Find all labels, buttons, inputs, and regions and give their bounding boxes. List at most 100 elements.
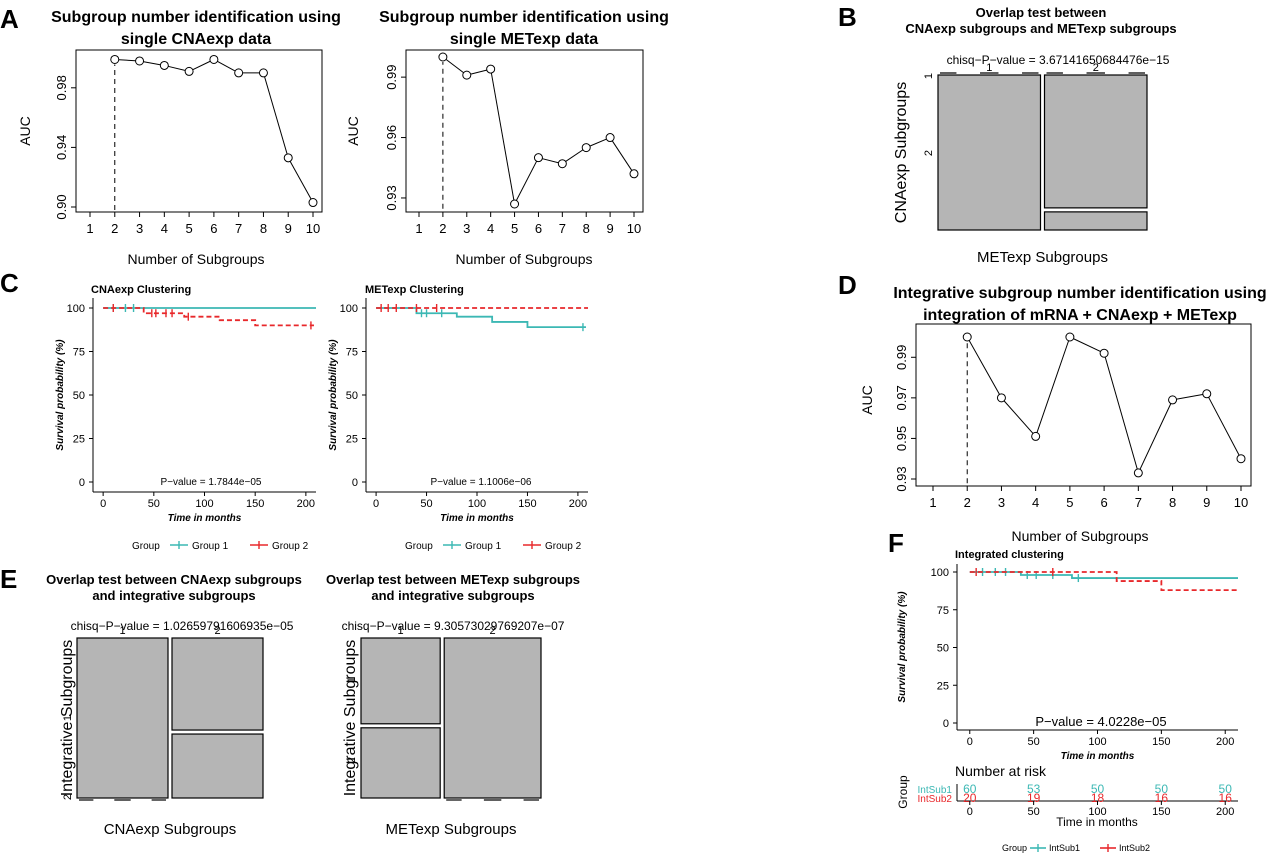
x-tick-label: 8: [583, 221, 590, 236]
panel-label-a: A: [0, 4, 19, 34]
legend-item: IntSub1: [1049, 843, 1080, 853]
auc-line-segment: [442, 56, 468, 76]
survival-curve-2: [103, 307, 314, 327]
legend-item: Group 1: [192, 541, 229, 552]
data-point: [1133, 468, 1143, 478]
plot-frame: [915, 323, 1252, 487]
chart-title: Subgroup number identification using: [379, 9, 669, 26]
y-axis-label: Integrative Subgroups: [342, 640, 359, 797]
column-label: 2: [490, 625, 496, 637]
data-point: [283, 153, 293, 163]
data-point: [605, 133, 615, 143]
x-tick-label: 0: [100, 498, 106, 510]
plot-frame: [75, 49, 323, 213]
x-tick-label: 10: [1234, 495, 1248, 510]
y-tick-label: 100: [67, 303, 85, 315]
y-tick-label: 0: [943, 718, 949, 730]
x-tick-label: 100: [1088, 736, 1106, 748]
data-point: [1168, 395, 1178, 405]
row-label: 1: [346, 677, 358, 683]
chart-title: and integrative subgroups: [92, 588, 255, 603]
x-tick-label: 1: [929, 495, 936, 510]
x-axis-label: Number of Subgroups: [1012, 528, 1149, 544]
chart-title: Overlap test between METexp subgroups: [326, 572, 580, 587]
x-tick-label: 4: [487, 221, 494, 236]
chart-title: Integrated clustering: [955, 549, 1064, 561]
survival-curve-1: [969, 571, 1238, 579]
data-point: [209, 54, 219, 64]
mosaic-tile: [937, 74, 1042, 231]
chart-title: Integrative subgroup number identificati…: [893, 285, 1266, 302]
x-tick-label: 200: [569, 498, 587, 510]
mosaic-tile: [171, 733, 264, 799]
chart-title: CNAexp subgroups and METexp subgroups: [905, 21, 1176, 36]
x-tick-label: 5: [185, 221, 192, 236]
risk-count: 50: [1091, 782, 1105, 796]
x-tick-label: 9: [285, 221, 292, 236]
x-tick-label: 3: [998, 495, 1005, 510]
x-tick-label: 7: [559, 221, 566, 236]
chart-title: single CNAexp data: [121, 31, 271, 48]
p-value-text: P−value = 4.0228e−05: [1035, 714, 1166, 729]
x-tick-label: 2: [964, 495, 971, 510]
x-tick-label: 1: [415, 221, 422, 236]
y-axis-label: AUC: [345, 116, 361, 146]
data-point: [1065, 332, 1075, 342]
chart-title: single METexp data: [450, 31, 598, 48]
legend-item: Group 2: [272, 541, 309, 552]
y-axis-label: Survival probability (%): [897, 591, 908, 703]
x-tick-label: 150: [1152, 736, 1170, 748]
x-axis-label: METexp Subgroups: [977, 249, 1108, 266]
x-axis-label: METexp Subgroups: [386, 821, 517, 838]
risk-table-row-label: IntSub2: [918, 794, 953, 805]
panel-label-e: E: [0, 564, 17, 594]
column-label: 1: [119, 625, 125, 637]
chart-title: Overlap test between: [976, 5, 1107, 20]
chisq-p-value: chisq−P−value = 1.02659791606935e−05: [71, 619, 294, 633]
data-point: [308, 198, 318, 208]
x-tick-label: 4: [161, 221, 168, 236]
auc-line-segment: [609, 137, 635, 175]
y-tick-label: 0.94: [54, 135, 69, 160]
x-tick-label: 0: [373, 498, 379, 510]
risk-count: 60: [963, 782, 977, 796]
y-tick-label: 0.99: [894, 345, 909, 370]
data-point: [135, 56, 145, 66]
y-axis-label: Survival probability (%): [55, 339, 66, 451]
risk-x-tick-label: 100: [1088, 806, 1106, 818]
legend-item: Group 2: [545, 541, 582, 552]
x-axis-label: CNAexp Subgroups: [104, 821, 237, 838]
risk-count: 19: [1027, 791, 1041, 805]
risk-count: 16: [1155, 791, 1169, 805]
y-tick-label: 25: [937, 680, 949, 692]
y-axis-label: AUC: [17, 116, 33, 146]
x-axis-label: Number of Subgroups: [128, 251, 265, 267]
survival-curve-1: [376, 307, 586, 329]
column-label: 1: [986, 62, 992, 74]
auc-line-segment: [1001, 397, 1037, 437]
y-tick-label: 50: [937, 643, 949, 655]
y-axis-label: AUC: [859, 385, 875, 415]
x-tick-label: 7: [235, 221, 242, 236]
x-tick-label: 200: [297, 498, 315, 510]
risk-count: 18: [1091, 791, 1105, 805]
chart-title: Subgroup number identification using: [51, 9, 341, 26]
y-tick-label: 0.96: [384, 125, 399, 150]
y-axis-label: Integrative Subgroups: [59, 640, 76, 797]
y-axis-label: CNAexp Subgroups: [893, 82, 910, 223]
mosaic-tile: [1043, 74, 1148, 209]
x-tick-label: 6: [210, 221, 217, 236]
auc-line-segment: [490, 68, 516, 205]
y-tick-label: 0: [79, 477, 85, 489]
risk-count: 20: [963, 791, 977, 805]
legend-item: Group 1: [465, 541, 502, 552]
panel-label-d: D: [838, 270, 857, 300]
y-tick-label: 75: [346, 347, 358, 359]
x-tick-label: 100: [468, 498, 486, 510]
x-tick-label: 100: [195, 498, 213, 510]
risk-x-tick-label: 50: [1028, 806, 1040, 818]
risk-count: 50: [1219, 782, 1233, 796]
legend-title: Group: [405, 541, 433, 552]
x-tick-label: 50: [148, 498, 160, 510]
